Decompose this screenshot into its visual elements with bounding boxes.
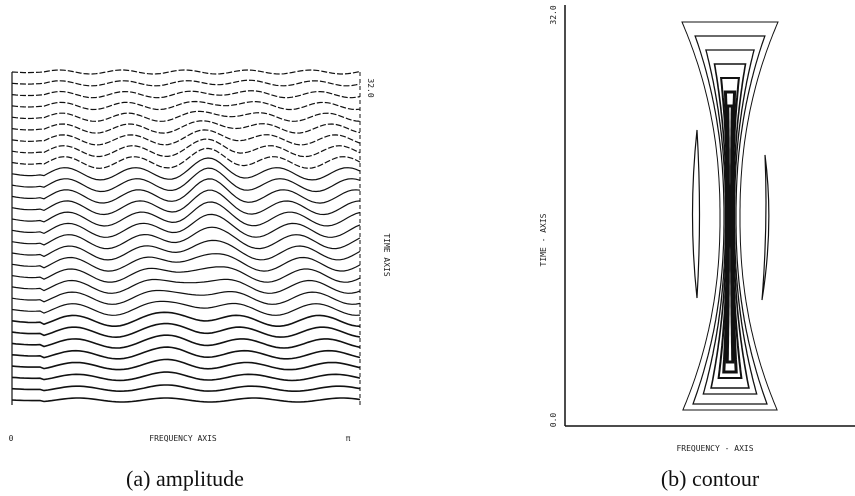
contour-plot (681, 21, 779, 411)
contour-line (702, 49, 758, 395)
waterfall-line (11, 334, 361, 349)
waterfall-line (11, 371, 361, 382)
waterfall-line (11, 289, 361, 305)
waterfall-line (11, 311, 361, 328)
waterfall-line (11, 266, 361, 283)
contour-line (692, 35, 768, 405)
x-axis-label: FREQUENCY - AXIS (676, 444, 753, 453)
waterfall-line (11, 178, 361, 204)
y-start-label: 0.0 (549, 413, 558, 428)
waterfall-line (11, 300, 361, 316)
x-start-label: 0 (9, 434, 14, 443)
contour-line (710, 63, 750, 389)
contour-side (761, 154, 770, 301)
y-axis-label: TIME AXIS (382, 233, 391, 277)
waterfall-line (11, 129, 361, 146)
contour-line (681, 21, 779, 411)
waterfall-line (11, 226, 361, 250)
waterfall-line (11, 157, 361, 181)
x-axis-label: FREQUENCY AXIS (149, 434, 217, 443)
y-end-label: 32.0 (549, 5, 558, 24)
waterfall-line (11, 384, 361, 393)
amplitude-plot (11, 69, 361, 405)
waterfall-line (11, 397, 361, 403)
waterfall-line (11, 138, 361, 158)
caption: (a) amplitude (126, 466, 244, 491)
waterfall-line (11, 239, 361, 261)
waterfall-line (11, 69, 361, 75)
waterfall-line (11, 90, 361, 99)
waterfall-line (11, 213, 361, 238)
contour-side (691, 129, 701, 299)
waterfall-line (11, 147, 361, 169)
y-end-label: 32.0 (366, 78, 375, 97)
x-end-label: π (346, 434, 351, 443)
waterfall-line (11, 322, 361, 339)
waterfall-line (11, 167, 361, 193)
caption: (b) contour (661, 466, 760, 491)
waterfall-line (11, 79, 361, 87)
waterfall-line (11, 189, 361, 216)
waterfall-line (11, 358, 361, 371)
waterfall-line (11, 346, 361, 360)
waterfall-line (11, 253, 361, 272)
waterfall-line (11, 201, 361, 227)
contour-line (725, 104, 735, 364)
waterfall-line (11, 120, 361, 134)
waterfall-line (11, 278, 361, 294)
waterfall-line (11, 110, 361, 122)
waterfall-line (11, 100, 361, 111)
y-axis-label: TIME - AXIS (539, 213, 548, 266)
